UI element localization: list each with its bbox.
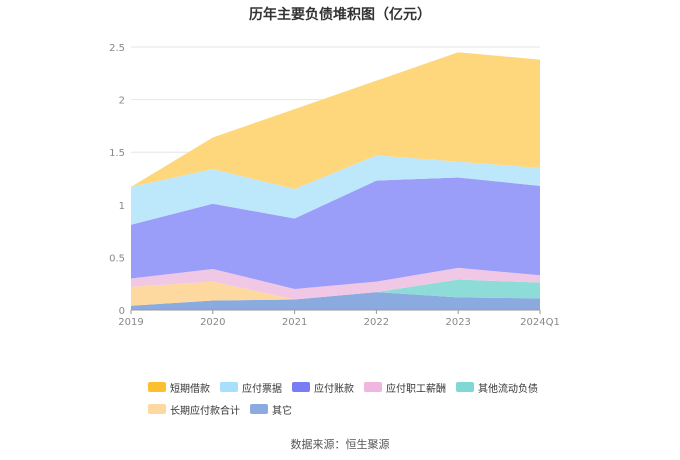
legend-swatch	[250, 404, 268, 414]
x-tick-label: 2022	[364, 317, 389, 328]
legend-label: 其他流动负债	[478, 383, 538, 395]
area-series	[131, 281, 540, 306]
legend-label: 长期应付款合计	[170, 405, 240, 417]
legend-item[interactable]: 应付账款	[292, 380, 354, 395]
legend-row: 短期借款 应付票据 应付账款 应付职工薪酬 其他流动负债	[148, 376, 568, 398]
x-tick-label: 2024Q1	[520, 317, 560, 328]
legend-label: 应付账款	[314, 383, 354, 395]
legend-label: 应付票据	[242, 383, 282, 395]
x-tick-label: 2020	[200, 317, 225, 328]
area-series	[131, 292, 540, 310]
legend-item[interactable]: 其它	[250, 402, 292, 417]
y-tick-label: 1.5	[109, 148, 125, 159]
legend-item[interactable]: 短期借款	[148, 380, 210, 395]
legend-swatch	[148, 404, 166, 414]
y-tick-label: 2	[119, 96, 125, 107]
legend-item[interactable]: 其他流动负债	[456, 380, 538, 395]
legend-label: 其它	[272, 405, 292, 417]
area-series	[131, 52, 540, 190]
legend-swatch	[456, 382, 474, 392]
legend-item[interactable]: 应付职工薪酬	[364, 380, 446, 395]
y-tick-label: 1	[119, 201, 125, 212]
area-series	[131, 267, 540, 300]
x-tick-label: 2023	[445, 317, 470, 328]
data-source-note: 数据来源：恒生聚源	[290, 438, 390, 451]
y-tick-label: 2.5	[109, 43, 125, 54]
legend-item[interactable]: 应付票据	[220, 380, 282, 395]
legend-swatch	[148, 382, 166, 392]
area-series	[131, 279, 540, 300]
area-series	[131, 177, 540, 289]
legend-label: 短期借款	[170, 383, 210, 395]
y-tick-label: 0	[119, 306, 125, 317]
legend-label: 应付职工薪酬	[386, 383, 446, 395]
chart-legend: 短期借款 应付票据 应付账款 应付职工薪酬 其他流动负债长期应付款合计 其它	[148, 376, 568, 420]
legend-swatch	[292, 382, 310, 392]
y-tick-label: 0.5	[109, 253, 125, 264]
area-series	[131, 155, 540, 225]
legend-swatch	[220, 382, 238, 392]
x-tick-label: 2019	[118, 317, 143, 328]
legend-item[interactable]: 长期应付款合计	[148, 402, 240, 417]
chart-title: 历年主要负债堆积图（亿元）	[249, 7, 431, 23]
x-tick-label: 2021	[282, 317, 307, 328]
legend-swatch	[364, 382, 382, 392]
legend-row: 长期应付款合计 其它	[148, 398, 568, 420]
